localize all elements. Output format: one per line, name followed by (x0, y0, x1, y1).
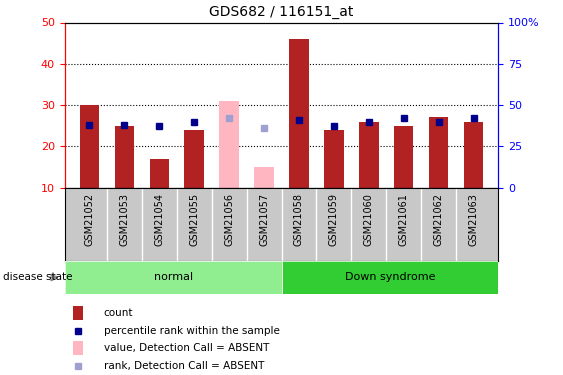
Bar (464, 122, 484, 188)
Bar (65, 261, 282, 294)
Bar (282, 261, 498, 294)
Bar (220, 101, 239, 188)
Bar (282, 261, 498, 294)
Text: GSM21055: GSM21055 (189, 194, 199, 246)
Bar (114, 126, 134, 188)
Text: percentile rank within the sample: percentile rank within the sample (104, 326, 280, 336)
Text: GSM21061: GSM21061 (399, 194, 409, 246)
Bar (289, 39, 309, 188)
Text: GSM21052: GSM21052 (84, 194, 94, 246)
Bar (185, 130, 204, 188)
Text: count: count (104, 308, 133, 318)
Text: GSM21063: GSM21063 (469, 194, 479, 246)
Text: Down syndrome: Down syndrome (345, 273, 435, 282)
Text: GSM21062: GSM21062 (434, 194, 444, 246)
Bar (73, 306, 83, 320)
Bar (324, 130, 343, 188)
Bar (254, 167, 274, 188)
Text: GSM21056: GSM21056 (224, 194, 234, 246)
Bar (150, 159, 169, 188)
Text: GSM21053: GSM21053 (119, 194, 129, 246)
Text: GSM21057: GSM21057 (259, 194, 269, 246)
Text: GSM21059: GSM21059 (329, 194, 339, 246)
Text: GSM21058: GSM21058 (294, 194, 304, 246)
Bar (65, 261, 282, 294)
Bar (73, 340, 83, 355)
Text: GSM21054: GSM21054 (154, 194, 164, 246)
Bar (394, 126, 413, 188)
Text: rank, Detection Call = ABSENT: rank, Detection Call = ABSENT (104, 360, 264, 370)
Text: value, Detection Call = ABSENT: value, Detection Call = ABSENT (104, 343, 269, 353)
Text: disease state: disease state (3, 273, 72, 282)
Bar (359, 122, 378, 188)
Title: GDS682 / 116151_at: GDS682 / 116151_at (209, 5, 354, 19)
Text: GSM21060: GSM21060 (364, 194, 374, 246)
Bar (79, 105, 99, 188)
Text: normal: normal (154, 273, 193, 282)
Bar (429, 117, 449, 188)
